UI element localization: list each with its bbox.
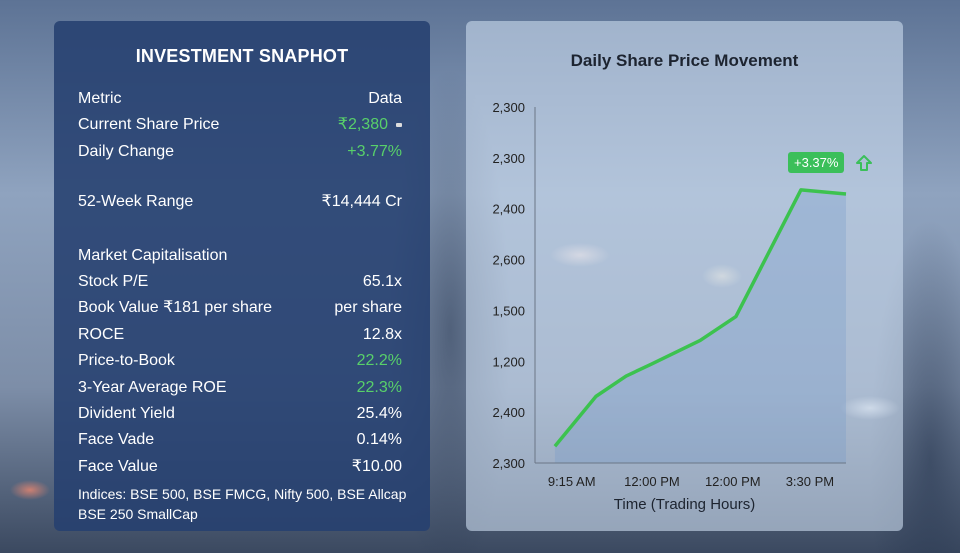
row-value: per share bbox=[334, 299, 402, 316]
row-value: 22.3% bbox=[356, 379, 402, 396]
table-row: Face Value ₹10.00 bbox=[78, 457, 402, 477]
y-tick-label: 2,400 bbox=[492, 202, 525, 217]
row-label: ROCE bbox=[78, 326, 125, 343]
row-value-cell: ₹10.00 bbox=[352, 457, 402, 477]
row-value-cell: ₹14,444 Cr bbox=[322, 192, 402, 212]
x-tick-label: 12:00 PM bbox=[624, 474, 680, 489]
row-value-cell: 22.3% bbox=[357, 378, 402, 398]
row-label: Stock P/E bbox=[78, 273, 149, 290]
row-label: Divident Yield bbox=[78, 405, 175, 422]
row-value: ₹10.00 bbox=[351, 458, 402, 475]
row-label: 3-Year Average ROE bbox=[78, 379, 227, 396]
change-badge: +3.37% bbox=[788, 152, 845, 173]
investment-snapshot-panel: INVESTMENT SNAPHOT Metric Data Current S… bbox=[54, 21, 430, 531]
data-header: Data bbox=[368, 90, 402, 107]
arrow-up-icon bbox=[856, 155, 872, 171]
row-value: ₹2,380 bbox=[337, 116, 388, 133]
table-row: Daily Change +3.77% bbox=[78, 142, 402, 162]
table-row: Market Capitalisation bbox=[78, 246, 402, 266]
price-line bbox=[553, 188, 847, 448]
table-row: Price-to-Book 22.2% bbox=[78, 351, 402, 371]
row-value: +3.77% bbox=[347, 143, 402, 160]
row-value: 22.2% bbox=[356, 352, 402, 369]
x-axis-label: Time (Trading Hours) bbox=[613, 496, 756, 513]
y-tick-label: 2,300 bbox=[492, 100, 525, 115]
table-row: Current Share Price ₹2,380 bbox=[78, 115, 402, 135]
snapshot-title: INVESTMENT SNAPHOT bbox=[135, 46, 349, 66]
row-value: 25.4% bbox=[356, 405, 402, 422]
x-tick-label: 12:00 PM bbox=[705, 474, 761, 489]
chart-panel: Daily Share Price Movement bbox=[466, 21, 903, 531]
row-value: ₹14,444 Cr bbox=[321, 193, 402, 210]
row-label: 52-Week Range bbox=[78, 193, 194, 210]
table-header: Metric Data bbox=[78, 89, 402, 109]
chart-title: Daily Share Price Movement bbox=[570, 51, 799, 70]
table-row: ROCE 12.8x bbox=[78, 325, 402, 345]
table-row: 3-Year Average ROE 22.3% bbox=[78, 378, 402, 398]
table-row: Divident Yield 25.4% bbox=[78, 404, 402, 424]
indices-line-1: Indices: BSE 500, BSE FMCG, Nifty 500, B… bbox=[78, 486, 407, 502]
y-tick-label: 2,400 bbox=[492, 405, 525, 420]
row-label: Face Vade bbox=[78, 431, 155, 448]
table-row: 52-Week Range ₹14,444 Cr bbox=[78, 192, 402, 212]
row-value-cell: 65.1x bbox=[363, 272, 402, 292]
row-value: 0.14% bbox=[356, 431, 402, 448]
y-tick-label: 2,300 bbox=[492, 456, 525, 471]
x-tick-label: 9:15 AM bbox=[548, 474, 596, 489]
row-value-cell: 0.14% bbox=[357, 430, 402, 450]
metric-header: Metric bbox=[78, 90, 122, 107]
area-fill bbox=[554, 189, 846, 463]
row-label: Current Share Price bbox=[78, 116, 220, 133]
row-label: Daily Change bbox=[78, 143, 175, 160]
table-row: Stock P/E 65.1x bbox=[78, 272, 402, 292]
row-value-cell: 22.2% bbox=[357, 351, 402, 371]
y-tick-label: 1,500 bbox=[492, 303, 525, 318]
row-value-cell: ₹2,380 bbox=[338, 115, 402, 135]
row-value: 12.8x bbox=[362, 326, 402, 343]
indices-line-2: BSE 250 SmallCap bbox=[78, 506, 198, 522]
x-tick-label: 3:30 PM bbox=[786, 474, 834, 489]
row-value-cell: 25.4% bbox=[357, 404, 402, 424]
row-label: Face Value bbox=[78, 458, 158, 475]
row-value-cell: 12.8x bbox=[363, 325, 402, 345]
row-label: Book Value ₹181 per share bbox=[78, 299, 273, 316]
table-row: Book Value ₹181 per share per share bbox=[78, 298, 402, 318]
row-label: Price-to-Book bbox=[78, 352, 175, 369]
row-value-cell: per share bbox=[334, 298, 402, 318]
indices-text: Indices: BSE 500, BSE FMCG, Nifty 500, B… bbox=[78, 484, 414, 524]
y-tick-label: 2,600 bbox=[492, 253, 525, 268]
row-value-cell: +3.77% bbox=[347, 142, 402, 162]
y-tick-label: 2,300 bbox=[492, 151, 525, 166]
indicator-icon bbox=[396, 122, 402, 127]
row-value: 65.1x bbox=[362, 273, 402, 290]
row-label: Market Capitalisation bbox=[78, 247, 228, 264]
table-row: Face Vade 0.14% bbox=[78, 430, 402, 450]
y-tick-label: 1,200 bbox=[492, 354, 525, 369]
